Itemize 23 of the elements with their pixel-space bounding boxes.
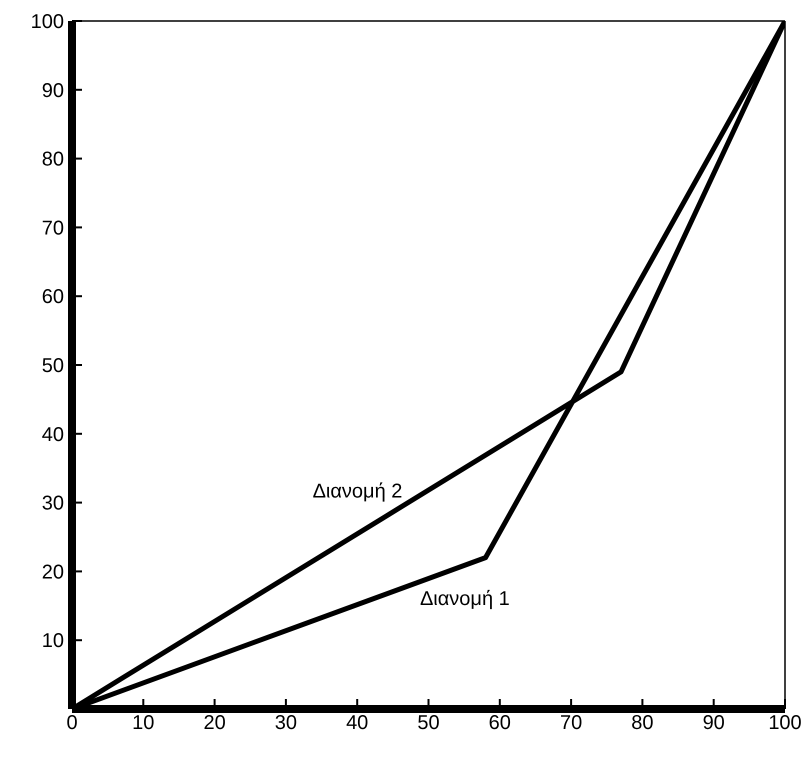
x-tick-label: 70	[560, 712, 582, 734]
y-tick-label: 90	[42, 80, 64, 102]
series-label: Διανομή 2	[312, 480, 402, 503]
y-tick-label: 30	[42, 492, 64, 515]
y-tick-label: 60	[42, 286, 64, 308]
x-tick-label: 60	[488, 712, 511, 734]
x-tick-label: 20	[203, 712, 226, 734]
x-tick-label: 40	[346, 712, 368, 734]
x-tick-label: 50	[417, 712, 440, 734]
y-tick-label: 80	[42, 148, 64, 171]
y-tick-label: 10	[42, 630, 64, 652]
y-tick-label: 50	[42, 355, 64, 377]
x-tick-label: 10	[132, 712, 154, 734]
x-tick-label: 80	[631, 712, 654, 734]
x-tick-label: 0	[66, 712, 78, 734]
y-tick-label: 70	[42, 217, 64, 240]
series-label: Διανομή 1	[420, 588, 510, 610]
y-tick-label: 40	[42, 424, 64, 446]
x-tick-label: 100	[768, 712, 802, 734]
y-tick-label: 20	[42, 561, 64, 584]
x-tick-label: 90	[702, 712, 725, 734]
x-tick-label: 30	[274, 712, 298, 734]
y-tick-label: 100	[30, 11, 64, 33]
